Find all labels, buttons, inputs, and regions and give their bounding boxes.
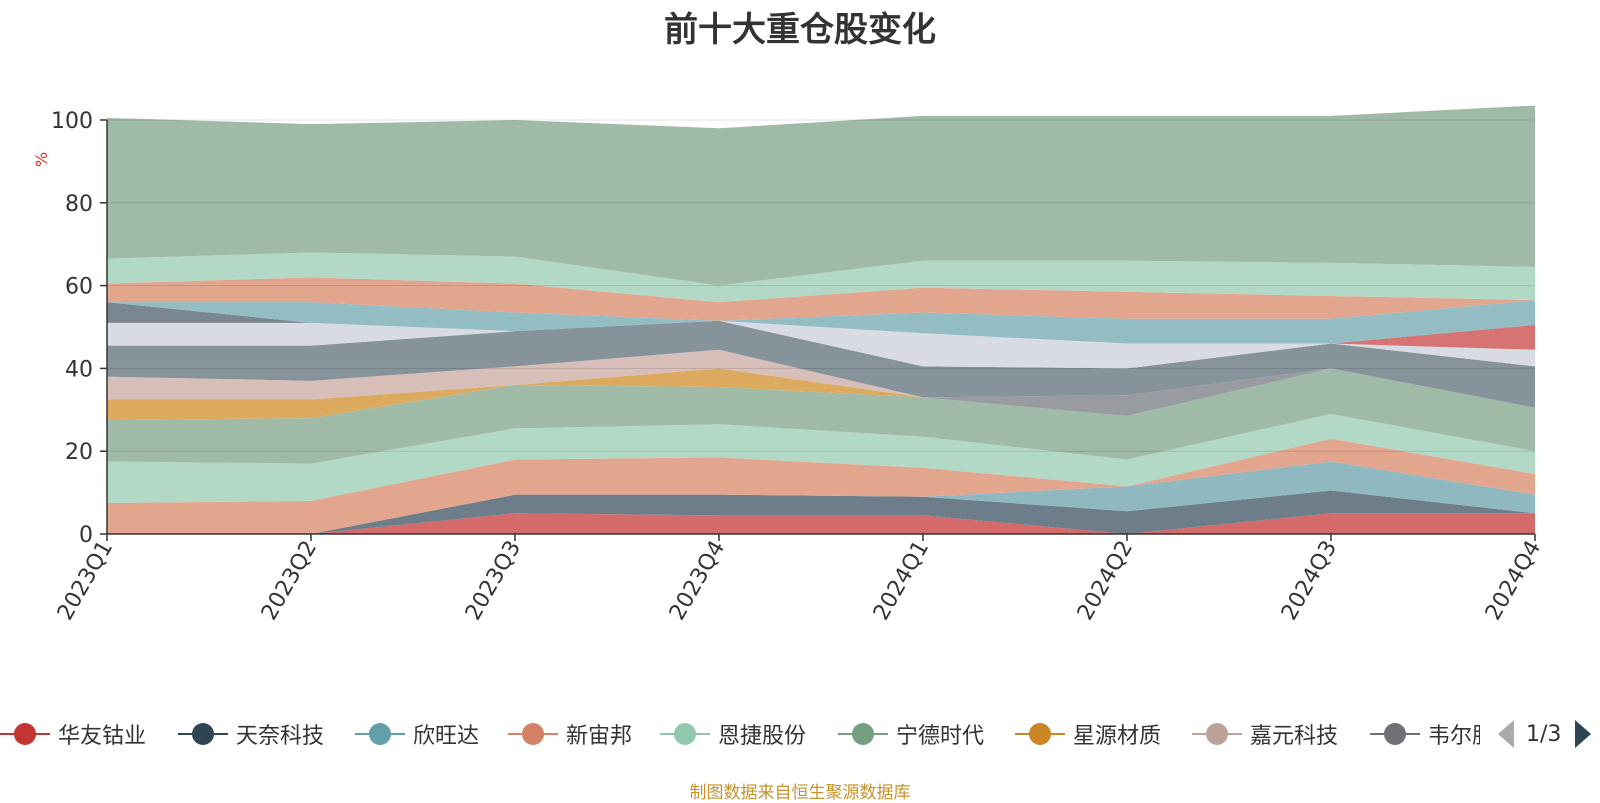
area-17: [107, 105, 1535, 286]
legend-label: 星源材质: [1073, 724, 1162, 749]
legend-item[interactable]: 新宙邦: [508, 716, 632, 752]
area-6: [107, 368, 1535, 464]
stacked-area-chart: 0 20 40 60 80 100 2023Q1 2023Q2 2023Q3 2023Q4 2024…: [51, 105, 1546, 625]
y-tick-label: 100: [51, 109, 93, 134]
x-tick-label: 2023Q2: [257, 537, 322, 625]
legend-marker-icon: [355, 716, 405, 752]
legend-marker-icon: [1015, 716, 1065, 752]
legend-label: 嘉元科技: [1250, 724, 1339, 749]
x-tick-label: 2024Q4: [1481, 537, 1546, 625]
area-7: [107, 368, 1535, 421]
legend-marker-icon: [508, 716, 558, 752]
legend-marker-icon: [660, 716, 710, 752]
x-tick-label: 2023Q4: [665, 537, 730, 625]
legend-item[interactable]: 华友钴业: [0, 716, 146, 752]
y-tick-label: 80: [65, 192, 93, 217]
area-1: [107, 513, 1535, 534]
legend-item[interactable]: 欣旺达: [355, 716, 479, 752]
legend-marker-icon: [838, 716, 888, 752]
legend-item[interactable]: 宁德时代: [838, 716, 984, 752]
legend-item[interactable]: 天奈科技: [178, 716, 324, 752]
legend-label: 欣旺达: [413, 724, 480, 749]
legend-label: 恩捷股份: [718, 724, 807, 749]
legend-item[interactable]: 星源材质: [1015, 716, 1161, 752]
legend-label: 新宙邦: [566, 724, 633, 749]
legend: 华友钴业 天奈科技 欣旺达 新宙邦 恩捷股份 宁德时代 星源材质 嘉元科技 韦尔股份: [0, 716, 1600, 752]
legend-label: 韦尔股份: [1428, 724, 1480, 749]
x-tick-label: 2023Q1: [53, 537, 118, 625]
y-tick-label: 0: [79, 523, 93, 548]
legend-pager: 1/3: [1498, 716, 1592, 752]
area-14: [107, 300, 1535, 344]
x-tick-label: 2024Q1: [869, 537, 934, 625]
chart-title: 前十大重仓股变化: [664, 10, 936, 50]
legend-items: 华友钴业 天奈科技 欣旺达 新宙邦 恩捷股份 宁德时代 星源材质 嘉元科技 韦尔股份: [0, 716, 1480, 752]
area-15: [107, 277, 1535, 321]
area-16: [107, 252, 1535, 303]
x-tick-label: 2024Q2: [1073, 537, 1138, 625]
legend-item[interactable]: 恩捷股份: [660, 716, 806, 752]
legend-prev-arrow-icon[interactable]: [1498, 720, 1514, 748]
legend-marker-icon: [1370, 716, 1420, 752]
area-2: [107, 490, 1535, 534]
area-9: [107, 349, 1535, 417]
area-11: [107, 320, 1535, 369]
legend-label: 华友钴业: [58, 724, 147, 749]
legend-item[interactable]: 嘉元科技: [1192, 716, 1338, 752]
area-3: [107, 461, 1535, 534]
y-tick-label: 40: [65, 357, 93, 382]
legend-label: 天奈科技: [236, 724, 325, 749]
legend-marker-icon: [0, 716, 50, 752]
data-source-note: 制图数据来自恒生聚源数据库: [689, 783, 911, 803]
legend-next-arrow-icon[interactable]: [1575, 720, 1592, 748]
y-tick-label: 60: [65, 275, 93, 300]
legend-item[interactable]: 韦尔股份: [1370, 716, 1480, 752]
area-5: [107, 413, 1535, 503]
legend-marker-icon: [1192, 716, 1242, 752]
x-tick-label: 2024Q3: [1277, 537, 1342, 625]
legend-label: 宁德时代: [896, 724, 985, 749]
area-10: [107, 320, 1535, 408]
y-tick-label: 20: [65, 440, 93, 465]
area-4: [107, 438, 1535, 534]
legend-page-indicator: 1/3: [1526, 721, 1562, 747]
area-8: [107, 349, 1535, 417]
x-tick-label: 2023Q3: [461, 537, 526, 625]
legend-marker-icon: [178, 716, 228, 752]
